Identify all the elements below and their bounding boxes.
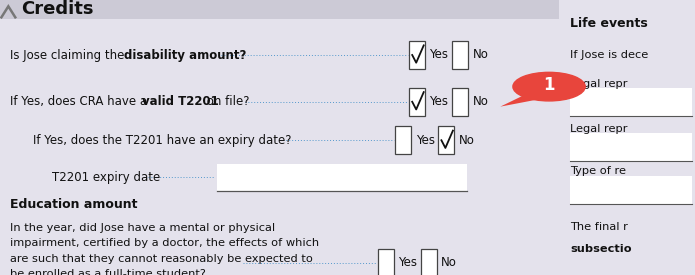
Text: on file?: on file? [203,95,250,108]
Bar [570,88,692,116]
Text: Yes: Yes [398,256,417,269]
Bar [409,88,425,116]
Text: Life events: Life events [570,17,648,30]
Text: No: No [473,95,489,108]
Text: If Yes, does CRA have a: If Yes, does CRA have a [10,95,152,108]
Text: If Jose is dece: If Jose is dece [570,50,648,60]
Text: subsectio: subsectio [570,244,631,254]
Bar [378,249,394,275]
Circle shape [513,72,585,101]
Bar [570,176,692,204]
Text: Yes: Yes [416,134,434,147]
Text: Is Jose claiming the: Is Jose claiming the [10,48,129,62]
Text: Yes: Yes [430,95,448,108]
Bar [409,41,425,69]
Bar [570,133,692,161]
Text: In the year, did Jose have a mental or physical: In the year, did Jose have a mental or p… [10,223,275,233]
Text: are such that they cannot reasonably be expected to: are such that they cannot reasonably be … [10,254,313,263]
Bar [217,164,467,191]
Text: valid T2201: valid T2201 [142,95,219,108]
Bar [452,41,468,69]
Bar [0,0,559,19]
Text: T2201 expiry date: T2201 expiry date [52,171,161,184]
Text: No: No [441,256,457,269]
Text: Type of re: Type of re [570,166,626,175]
Bar [452,88,468,116]
Bar [439,126,455,154]
Text: impairment, certified by a doctor, the effects of which: impairment, certified by a doctor, the e… [10,238,320,248]
Text: No: No [473,48,489,62]
Text: The final r: The final r [570,222,628,232]
Text: Credits: Credits [21,0,93,18]
Polygon shape [500,91,553,107]
Text: No: No [459,134,475,147]
Bar [395,126,411,154]
Bar [421,249,437,275]
Text: If Yes, does the T2201 have an expiry date?: If Yes, does the T2201 have an expiry da… [33,134,292,147]
Text: Legal repr: Legal repr [570,79,628,89]
Text: Yes: Yes [430,48,448,62]
Text: Legal repr: Legal repr [570,124,628,134]
Text: Education amount: Education amount [10,198,138,211]
Text: 1: 1 [543,76,555,94]
Text: be enrolled as a full-time student?: be enrolled as a full-time student? [10,269,206,275]
Text: disability amount?: disability amount? [124,48,246,62]
